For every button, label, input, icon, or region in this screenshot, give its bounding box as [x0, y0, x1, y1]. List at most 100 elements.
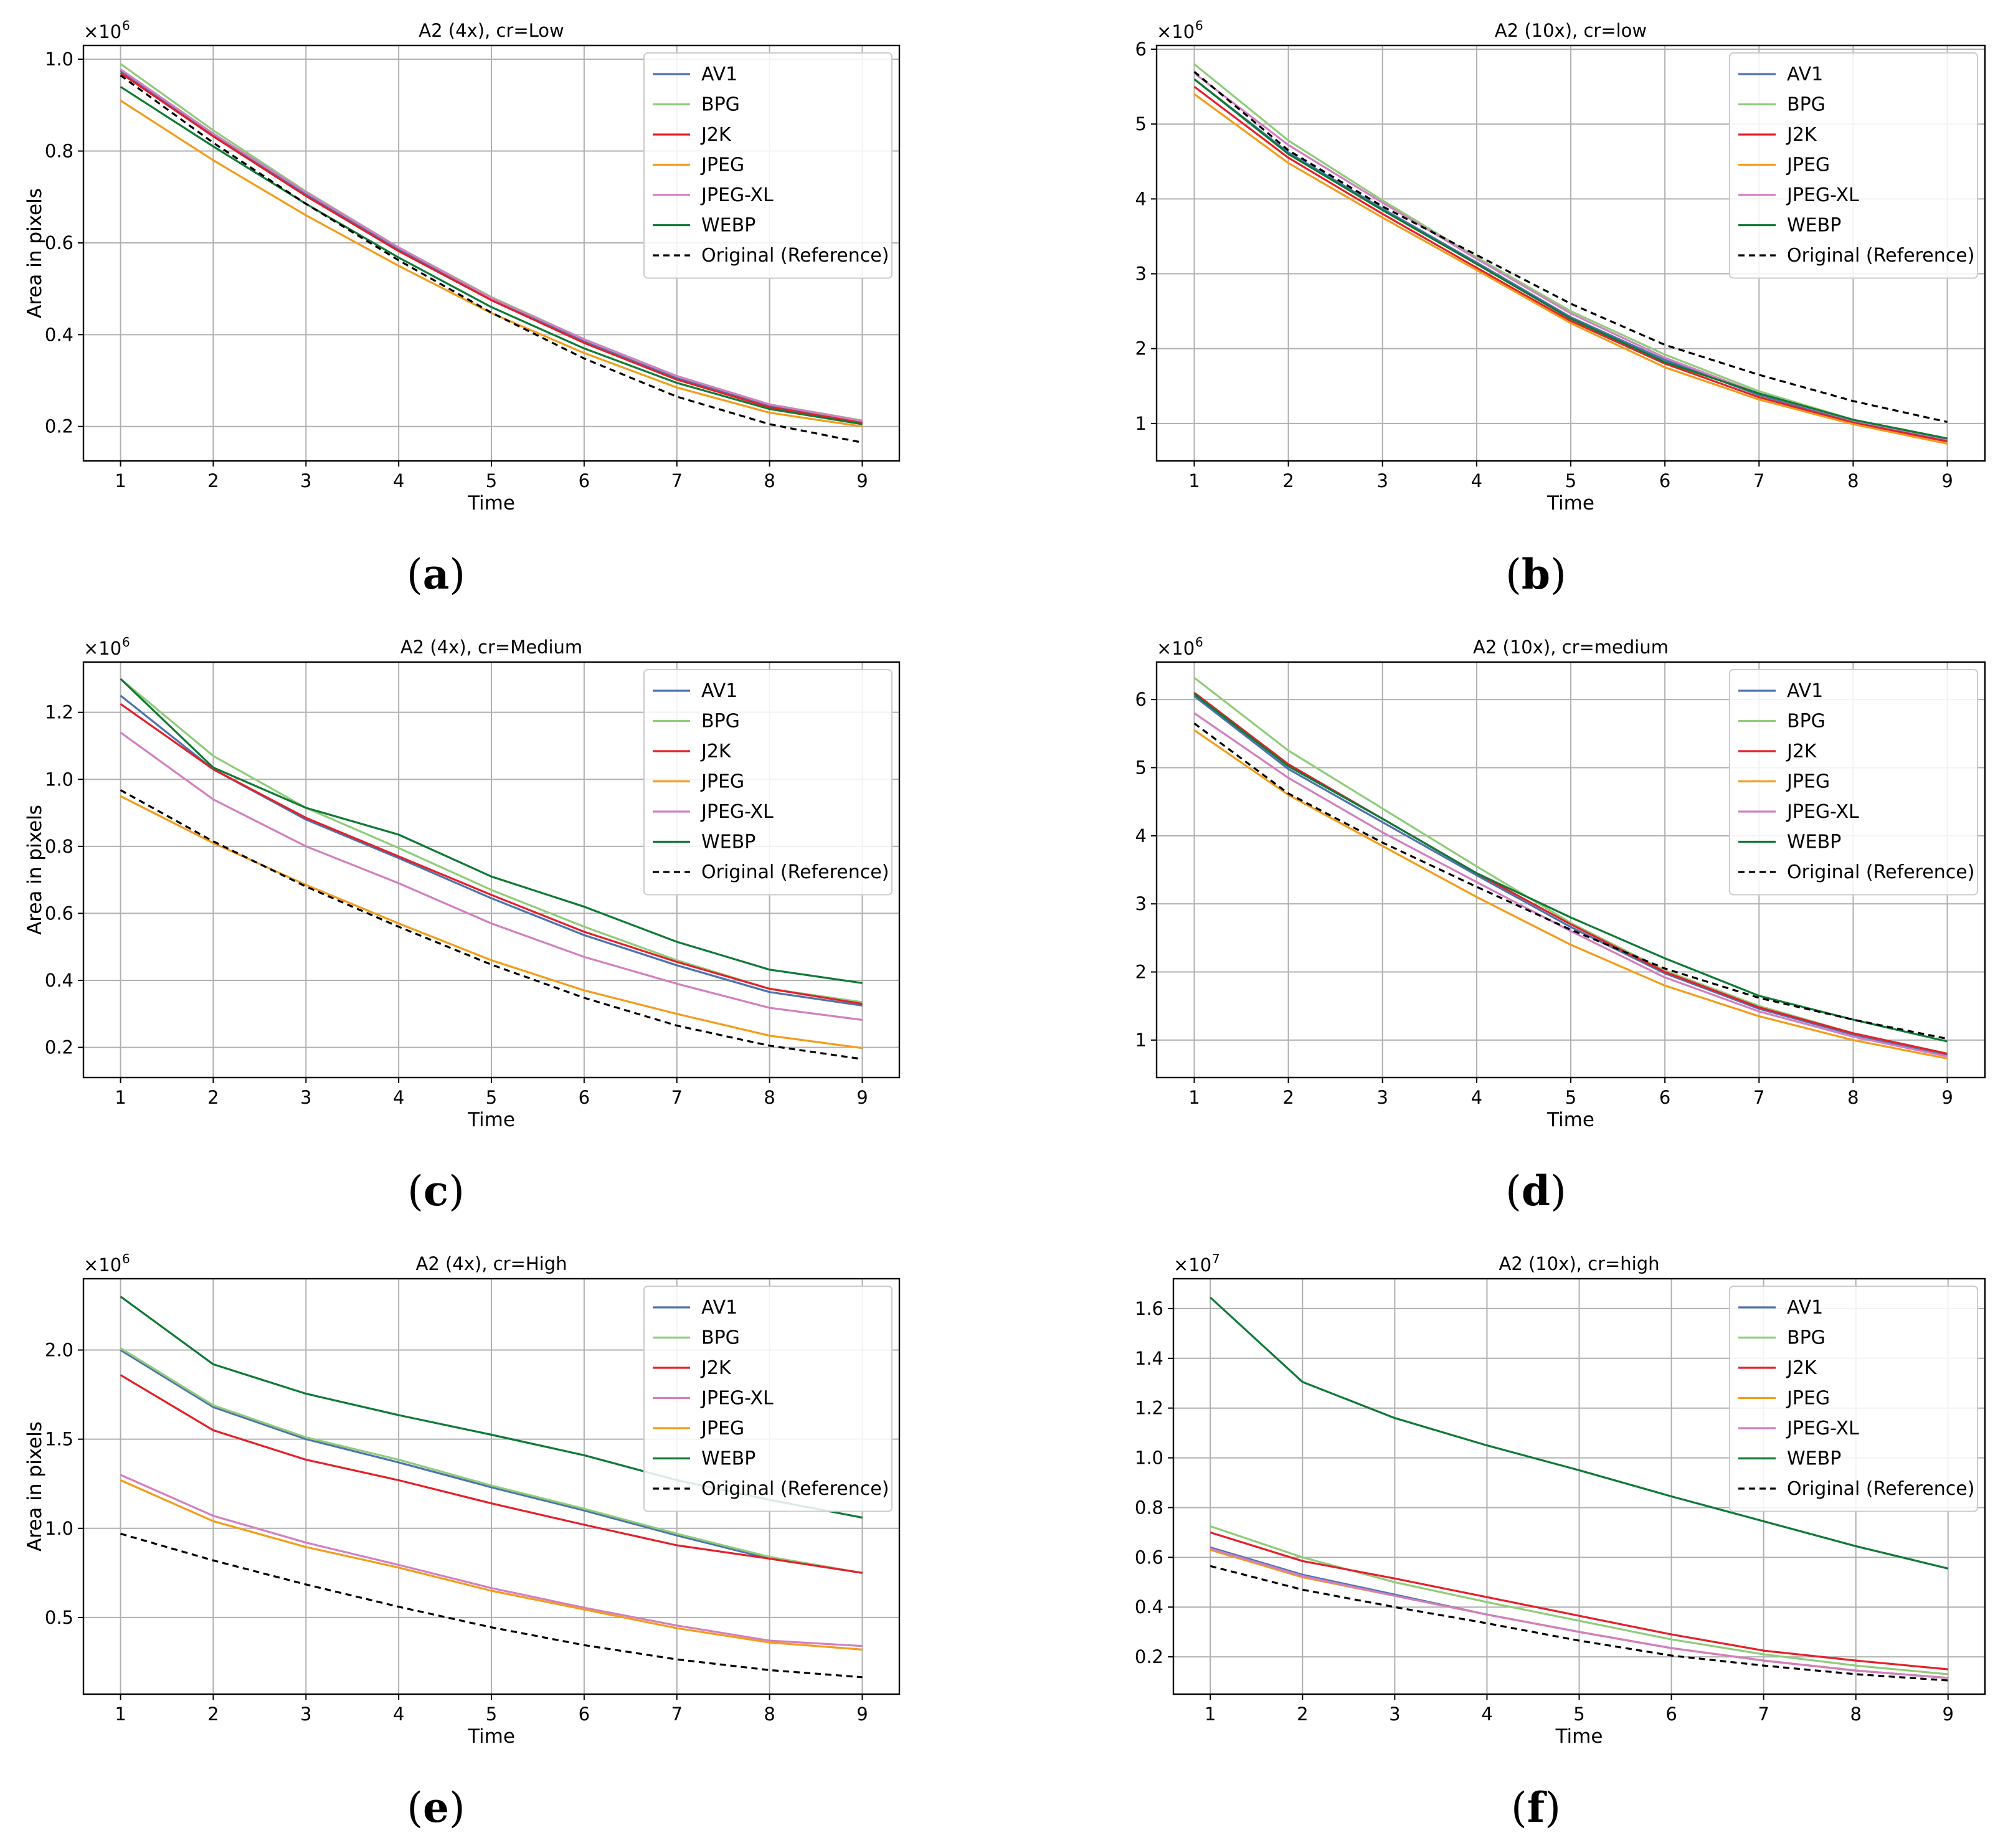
chart-4-xtick-label-2: 2 — [207, 1703, 219, 1725]
chart-0-legend-label-original-reference: Original (Reference) — [701, 245, 889, 267]
chart-3-line-j2k — [1193, 691, 1948, 1055]
chart-5-xlabel: Time — [1555, 1725, 1603, 1748]
chart-4-legend: AV1 BPG J2K JPEG-XL JPEG WEBP Original (Refere… — [643, 1286, 893, 1512]
chart-4-line-original-reference — [120, 1532, 863, 1679]
chart-2-ytick-label-3: 0.8 — [45, 836, 73, 857]
chart-2-legend-label-j2k: J2K — [700, 741, 732, 762]
chart-3-ytick-label-0: 1 — [1135, 1030, 1147, 1051]
chart-2-xtick-label-5: 5 — [486, 1087, 497, 1108]
chart-3-xtick-label-9: 9 — [1941, 1087, 1953, 1108]
chart-4-xtick-label-6: 6 — [579, 1703, 590, 1725]
chart-0-legend-label-j2k: J2K — [700, 124, 732, 146]
chart-2-xtick-label-3: 3 — [300, 1087, 311, 1108]
chart-3-legend: AV1 BPG J2K JPEG JPEG-XL WEBP Original (Refere… — [1729, 669, 1978, 896]
chart-2-xtick-label-7: 7 — [671, 1087, 683, 1108]
chart-1-legend-label-av1: AV1 — [1787, 64, 1823, 85]
chart-3-caption: (d) — [1505, 1167, 1566, 1215]
chart-4-legend-label-jpeg-xl: JPEG-XL — [700, 1388, 774, 1410]
chart-3-legend-label-webp: WEBP — [1787, 832, 1841, 853]
chart-1-xtick-label-5: 5 — [1565, 470, 1576, 491]
chart-5-xtick-label-9: 9 — [1943, 1703, 1954, 1725]
chart-3-ytick-label-5: 6 — [1135, 689, 1147, 710]
chart-0-series — [120, 63, 863, 444]
chart-1-ytick-label-5: 6 — [1135, 39, 1147, 60]
chart-2-legend-label-jpeg-xl: JPEG-XL — [700, 801, 774, 823]
chart-5-ylabel: Area in pixels — [24, 1421, 46, 1552]
chart-0-xtick-label-7: 7 — [671, 470, 683, 491]
chart-4-line-jpeg — [120, 1479, 863, 1651]
chart-1-xtick-label-3: 3 — [1377, 470, 1388, 491]
chart-1-y-multiplier: ×10 — [1157, 21, 1195, 42]
chart-1-title: A2 (10x), cr=low — [1495, 20, 1647, 41]
chart-2-ytick-label-2: 0.6 — [45, 903, 73, 924]
chart-1-xtick-label-9: 9 — [1941, 470, 1953, 491]
chart-0-xtick-label-4: 4 — [393, 470, 404, 491]
chart-3-series — [1193, 676, 1948, 1059]
chart-3-ytick-label-3: 4 — [1135, 825, 1147, 846]
chart-2-y-multiplier: ×10 — [83, 638, 121, 659]
chart-3-caption-letter: d — [1522, 1167, 1550, 1215]
chart-4-xtick-label-4: 4 — [393, 1703, 404, 1725]
chart-0-xtick-label-2: 2 — [207, 470, 219, 491]
chart-2-ylabel: Area in pixels — [24, 805, 46, 935]
chart-4-xtick-label-3: 3 — [300, 1703, 311, 1725]
chart-4-legend-label-av1: AV1 — [701, 1297, 737, 1319]
chart-0-y-multiplier: ×10 — [83, 21, 121, 42]
chart-1-xtick-label-1: 1 — [1188, 470, 1200, 491]
chart-0-xlabel: Time — [467, 492, 515, 514]
chart-4-ytick-label-0: 0.5 — [45, 1607, 73, 1628]
chart-3-legend-box — [1729, 669, 1978, 896]
chart-4-legend-label-jpeg: JPEG — [700, 1418, 744, 1439]
chart-2-line-webp — [120, 678, 863, 984]
chart-3-line-jpeg — [1193, 729, 1948, 1059]
chart-3-xtick-label-7: 7 — [1753, 1087, 1764, 1108]
panel-a: 1 2 3 4 5 6 7 8 9 0.2 0.4 0.6 0.8 1.0 A2 (4x), cr=Low ×… — [24, 18, 901, 599]
chart-5-ytick-label-3: 0.8 — [1135, 1497, 1163, 1518]
chart-4-xtick-label-5: 5 — [486, 1703, 497, 1725]
chart-3-xtick-label-6: 6 — [1659, 1087, 1670, 1108]
chart-3-legend-label-bpg: BPG — [1787, 711, 1826, 732]
chart-4-series — [120, 1296, 863, 1679]
chart-4-caption-open: ( — [407, 1784, 423, 1832]
chart-3-ytick-label-4: 5 — [1135, 757, 1147, 778]
chart-5-xtick-label-7: 7 — [1758, 1703, 1769, 1725]
chart-3-line-original-reference — [1193, 723, 1948, 1040]
chart-1-caption-open: ( — [1505, 551, 1522, 599]
chart-4-title: A2 (4x), cr=High — [415, 1253, 567, 1274]
chart-2-legend: AV1 BPG J2K JPEG JPEG-XL WEBP Original (Refere… — [643, 669, 893, 896]
chart-3-xtick-label-8: 8 — [1847, 1087, 1859, 1108]
chart-2-caption-close: ) — [448, 1167, 465, 1215]
chart-4-xtick-label-9: 9 — [856, 1703, 868, 1725]
chart-1-line-original-reference — [1193, 70, 1948, 424]
chart-5-legend-label-av1: AV1 — [1787, 1297, 1823, 1319]
chart-2-series — [120, 678, 863, 1060]
chart-4-legend-label-bpg: BPG — [701, 1327, 740, 1349]
chart-4-legend-label-j2k: J2K — [700, 1357, 732, 1379]
chart-3-legend-label-j2k: J2K — [1786, 741, 1817, 762]
chart-5-xtick-label-6: 6 — [1665, 1703, 1677, 1725]
chart-2-legend-label-av1: AV1 — [701, 680, 737, 702]
chart-3-legend-label-av1: AV1 — [1787, 680, 1823, 702]
chart-5-ytick-label-1: 0.4 — [1135, 1596, 1163, 1618]
chart-0-caption: (a) — [407, 550, 465, 599]
chart-5-line-webp — [1210, 1296, 1949, 1570]
chart-3-line-webp — [1193, 693, 1948, 1043]
chart-2-line-jpeg-xl — [120, 731, 863, 1021]
chart-5-line-original-reference — [1210, 1565, 1948, 1682]
chart-5-xtick-label-2: 2 — [1297, 1703, 1308, 1725]
chart-0-legend-label-webp: WEBP — [701, 215, 755, 237]
chart-2-legend-label-jpeg: JPEG — [700, 771, 744, 793]
chart-4-caption-close: ) — [449, 1784, 465, 1832]
chart-2-caption-letter: c — [424, 1167, 448, 1215]
chart-3-ytick-label-1: 2 — [1135, 962, 1147, 983]
chart-1-series — [1193, 63, 1948, 445]
chart-5-line-jpeg-xl — [1210, 1547, 1948, 1679]
chart-0-legend-label-av1: AV1 — [701, 64, 737, 85]
chart-0-ytick-label-4: 1.0 — [45, 49, 73, 70]
chart-5-legend-label-jpeg-xl: JPEG-XL — [1786, 1418, 1859, 1439]
chart-4-ytick-label-3: 2.0 — [45, 1340, 73, 1361]
chart-5-xtick-label-3: 3 — [1389, 1703, 1400, 1725]
chart-3-legend-label-original-reference: Original (Reference) — [1787, 861, 1974, 883]
chart-1-legend-label-original-reference: Original (Reference) — [1787, 245, 1974, 267]
chart-4-legend-label-original-reference: Original (Reference) — [701, 1478, 889, 1500]
